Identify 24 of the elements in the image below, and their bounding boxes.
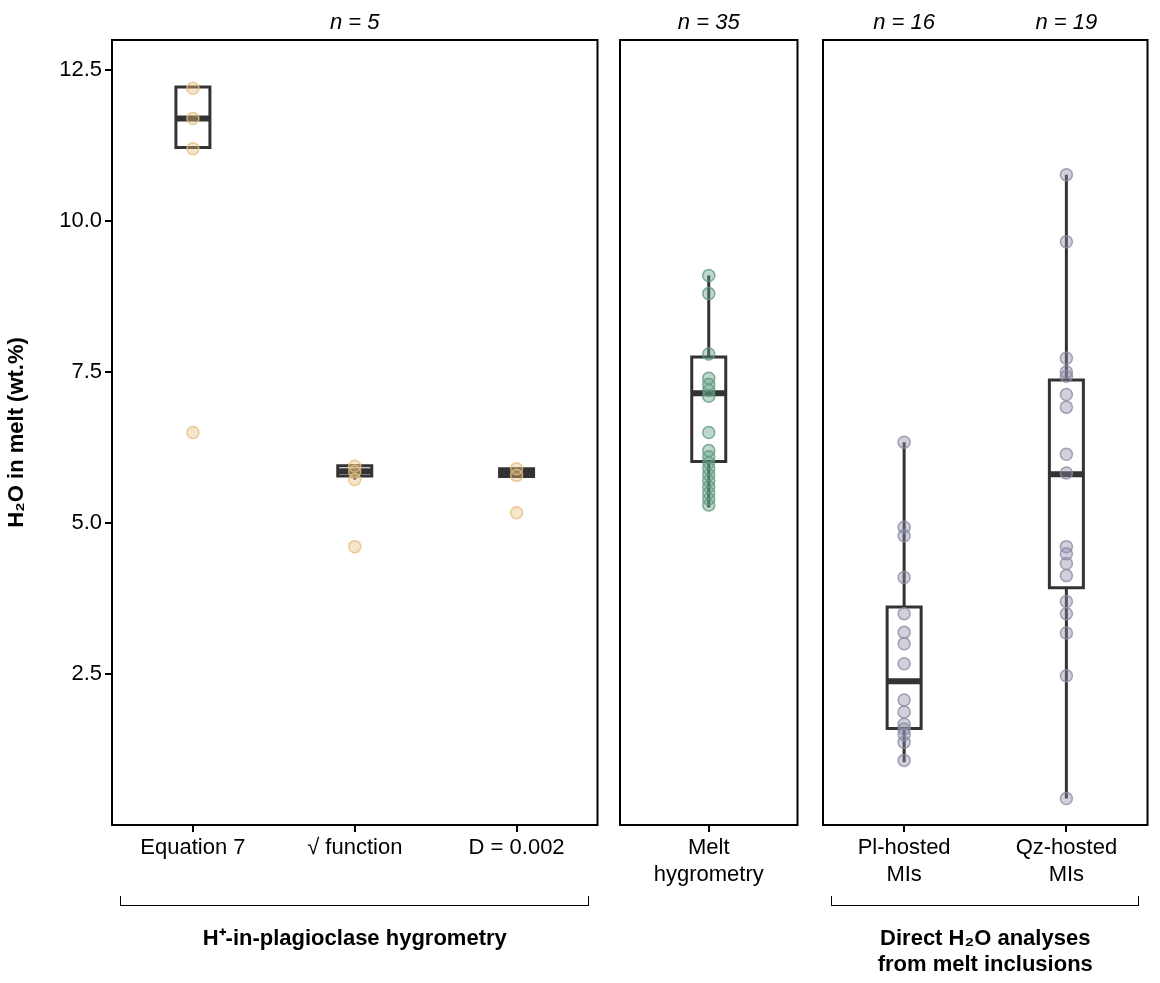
point	[702, 286, 716, 301]
y-tick-label: 2.5	[71, 660, 102, 686]
x-tick-label: Equation 7	[140, 834, 246, 860]
text: n = 19	[1035, 9, 1098, 35]
x-tick-label: Qz-hosted MIs	[1015, 834, 1118, 886]
x-tick-label: Melt hygrometry	[653, 834, 764, 886]
y-axis-title: H₂O in melt (wt.%)	[3, 337, 29, 528]
point	[702, 347, 716, 361]
y-tick-label: 10.0	[59, 207, 102, 233]
x-axis-title: Direct H₂O analyses from melt inclusions	[876, 925, 1094, 977]
point	[702, 268, 716, 283]
point	[702, 389, 716, 404]
y-tick-label: 5.0	[71, 509, 102, 535]
x-tick-label: D = 0.002	[468, 834, 565, 860]
x-tick-label: Pl-hosted MIs	[857, 834, 951, 886]
text: n = 35	[677, 9, 741, 35]
y-tick-label: 12.5	[59, 56, 102, 82]
text: n = 16	[873, 9, 936, 35]
x-tick-label: √ function	[307, 834, 403, 860]
text: n = 5	[329, 9, 381, 35]
x-axis-title: H⁺-in-plagioclase hygrometry	[202, 925, 507, 951]
y-tick-label: 7.5	[71, 358, 102, 384]
point	[702, 425, 716, 440]
point	[702, 498, 716, 512]
